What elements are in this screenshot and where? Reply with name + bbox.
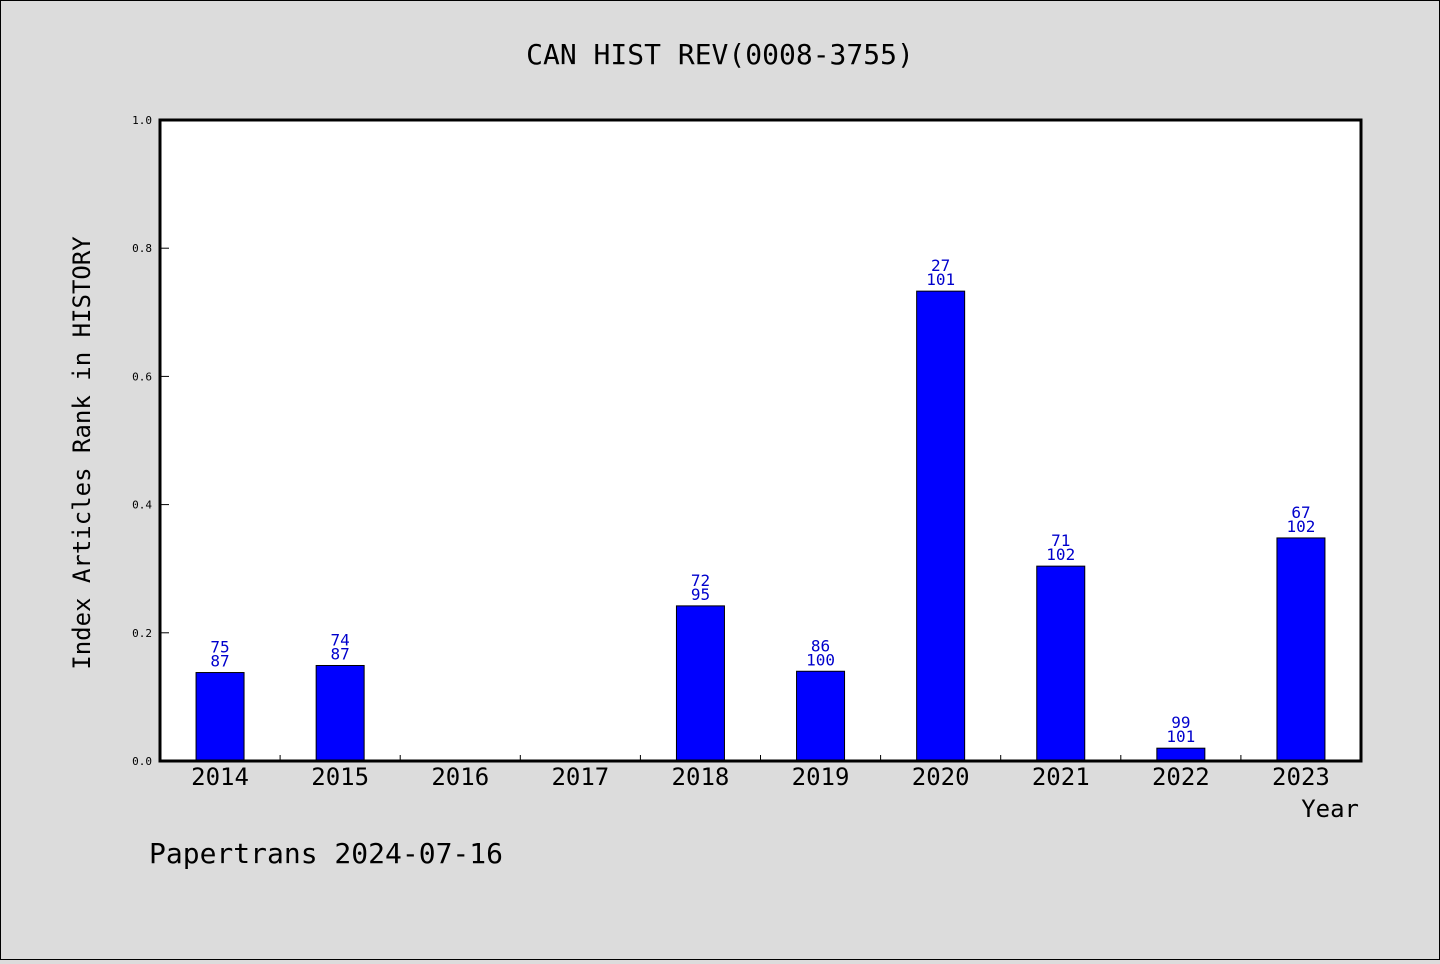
bar-2022 [1156,747,1206,762]
x-tick-label: 2015 [311,763,369,791]
x-tick-label: 2022 [1152,763,1210,791]
bar-label-total: 100 [806,650,835,669]
bar-label-total: 87 [210,652,229,671]
plot-area [160,120,1361,761]
plot-border [158,118,1363,763]
chart-title: CAN HIST REV(0008-3755) [526,38,914,71]
x-tick-label: 2019 [792,763,850,791]
x-tick-label: 2018 [672,763,730,791]
y-tick-label: 0.0 [132,755,152,768]
bar-label-total: 101 [926,270,955,289]
bar-label-rank: 72 [691,571,710,590]
y-tick-label: 0.4 [132,499,152,512]
bar-2020 [916,290,966,762]
x-tick-label: 2021 [1032,763,1090,791]
x-tick-label: 2020 [912,763,970,791]
y-tick-label: 0.6 [132,370,152,383]
x-tick-label: 2023 [1272,763,1330,791]
footer-credit: Papertrans 2024-07-16 [149,837,503,870]
y-tick-label: 1.0 [132,114,152,127]
bar-label-total: 95 [691,585,710,604]
bar-label-rank: 75 [210,638,229,657]
bar-2015 [315,664,365,762]
x-tick-label: 2014 [191,763,249,791]
bar-label-total: 102 [1046,545,1075,564]
bar-label-rank: 71 [1051,531,1070,550]
bar-label-total: 87 [331,644,350,663]
bar-2018 [675,605,725,762]
y-tick-label: 0.8 [132,242,152,255]
bar-label-rank: 27 [931,256,950,275]
bar-label-total: 102 [1286,517,1315,536]
y-tick-label: 0.2 [132,627,152,640]
bar-label-rank: 67 [1291,503,1310,522]
y-axis-label: Index Articles Rank in HISTORY [68,236,96,670]
bar-label-rank: 99 [1171,713,1190,732]
x-tick-label: 2016 [431,763,489,791]
bar-2019 [796,670,846,762]
x-axis-label: Year [1301,795,1359,823]
bar-label-rank: 74 [331,630,350,649]
bar-label-total: 101 [1166,727,1195,746]
bar-2014 [195,672,245,762]
bar-2023 [1276,537,1326,762]
bar-label-rank: 86 [811,636,830,655]
x-tick-label: 2017 [551,763,609,791]
ticks-group: 0.0 0.2 0.4 0.6 0.8 1.0 2014 2015 2016 2017 2018 20… [132,114,1330,791]
bar-2021 [1036,565,1086,762]
